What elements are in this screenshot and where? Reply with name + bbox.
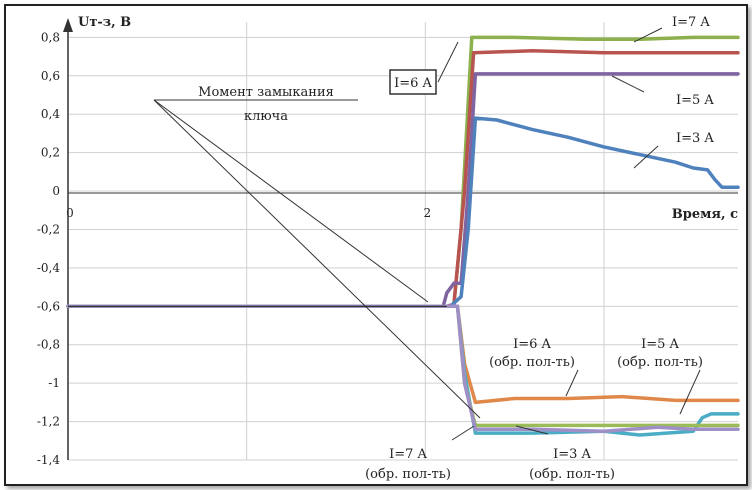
annotation-moment-line2: ключа [244, 109, 288, 124]
i7r-leader [451, 425, 475, 441]
label-i7-rev-note: (обр. пол-ть) [365, 467, 451, 482]
i7-leader [633, 27, 663, 43]
y-tick-label: -1,4 [37, 453, 61, 467]
label-i3: I=3 A [676, 131, 714, 146]
y-tick-label: 0,4 [41, 107, 60, 121]
grid-lines [68, 22, 738, 461]
label-i7: I=7 A [672, 15, 710, 30]
i6-label-box [389, 69, 437, 95]
series-line-5 [66, 304, 740, 437]
i3r-leader [515, 425, 549, 435]
label-i6-rev: I=6 A [513, 337, 551, 352]
i5-leader [611, 75, 645, 93]
label-i5-rev-note: (обр. пол-ть) [617, 355, 703, 370]
axes [63, 18, 738, 460]
y-tick-label: -1 [48, 376, 60, 390]
y-axis-title: Uт-з, В [78, 15, 131, 30]
series-line-7 [66, 304, 740, 433]
i6-leader [437, 41, 459, 83]
i3-leader [633, 145, 659, 169]
y-axis-arrow-icon [63, 18, 73, 32]
i6r-leader [565, 369, 579, 397]
label-i3-rev: I=3 A [553, 447, 591, 462]
y-tick-label: -0,6 [37, 299, 60, 313]
label-i5: I=5 A [676, 93, 714, 108]
annotation-moment: Момент замыкания [198, 85, 334, 100]
i5r-leader [679, 369, 701, 415]
label-i3-rev-note: (обр. пол-ть) [529, 467, 615, 482]
chart-frame [4, 4, 748, 486]
x-axis-title: Время, с [672, 207, 738, 222]
y-tick-label: -0,4 [37, 261, 61, 275]
label-i6: I=6 A [394, 76, 432, 91]
series-line-2 [66, 72, 740, 309]
y-tick-label: 0,2 [41, 146, 60, 160]
label-i6-rev-note: (обр. пол-ть) [489, 355, 575, 370]
x-tick-label: 0 [66, 206, 74, 220]
series-line-3 [66, 116, 740, 309]
x-tick-label: 2 [424, 206, 432, 220]
y-tick-label: -0,2 [37, 222, 60, 236]
y-tick-label: 0 [52, 184, 60, 198]
moment-leader-line-1 [153, 99, 481, 419]
label-i5-rev: I=5 A [641, 337, 679, 352]
y-tick-label: 0,8 [41, 30, 60, 44]
y-tick-label: 0,6 [41, 69, 60, 83]
y-tick-label: -1,2 [37, 415, 60, 429]
moment-leader-line-2 [153, 99, 429, 303]
y-tick-labels: 0,8 0,6 0,4 0,2 0 -0,2 -0,4 -0,6 -0,8 -1 -1,2 -1,4 [37, 30, 61, 467]
y-tick-label: -0,8 [37, 338, 60, 352]
label-i7-rev: I=7 A [389, 447, 427, 462]
annotation-leaders [153, 27, 701, 441]
series-lines [66, 35, 740, 437]
